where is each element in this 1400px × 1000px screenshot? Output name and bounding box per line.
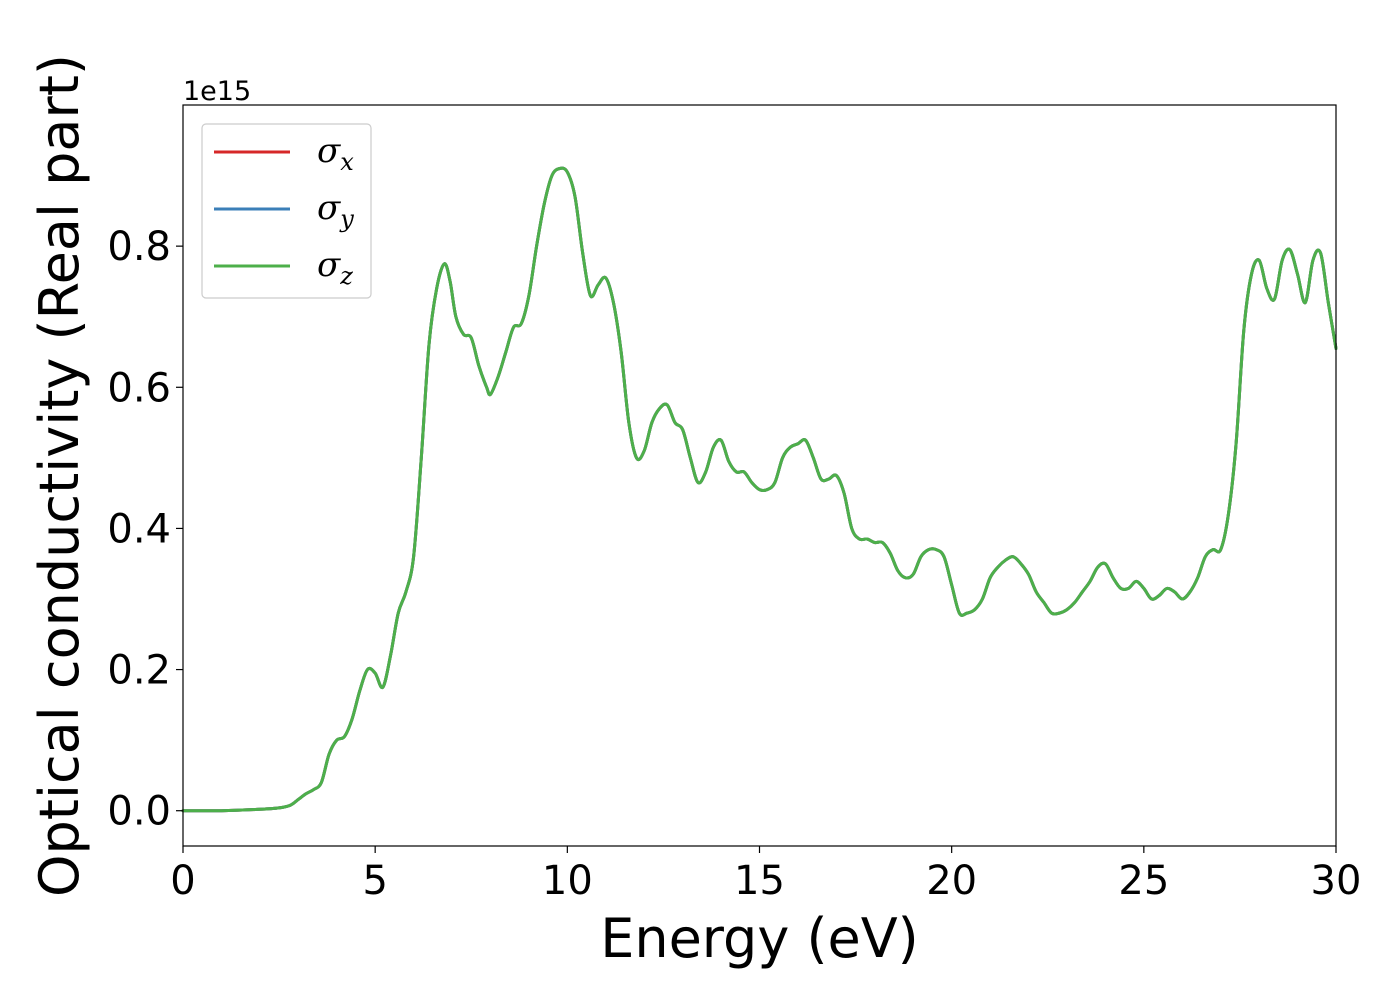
x-tick-label: 25	[1118, 858, 1169, 904]
x-tick-label: 15	[734, 858, 785, 904]
y-tick-label: 0.6	[107, 365, 171, 411]
plot-background	[183, 105, 1336, 846]
y-offset-label: 1e15	[183, 76, 251, 107]
x-axis: 0 5 10 15 20 25 30	[170, 846, 1361, 904]
x-axis-label: Energy (eV)	[600, 907, 919, 970]
y-axis-label: Optical conductivity (Real part)	[28, 54, 91, 897]
y-tick-label: 0.4	[107, 506, 171, 552]
series-layer	[181, 166, 1338, 813]
x-tick-label: 5	[362, 858, 387, 904]
x-tick-label: 20	[926, 858, 977, 904]
x-tick-label: 30	[1311, 858, 1362, 904]
x-tick-label: 10	[542, 858, 593, 904]
series-line-3	[181, 166, 1338, 813]
y-tick-label: 0.2	[107, 648, 171, 694]
legend-box	[201, 123, 372, 299]
y-tick-label: 0.8	[107, 224, 171, 270]
y-tick-label: 0.0	[107, 789, 171, 835]
y-axis: 0.0 0.2 0.4 0.6 0.8	[107, 224, 183, 835]
x-tick-label: 0	[170, 858, 195, 904]
